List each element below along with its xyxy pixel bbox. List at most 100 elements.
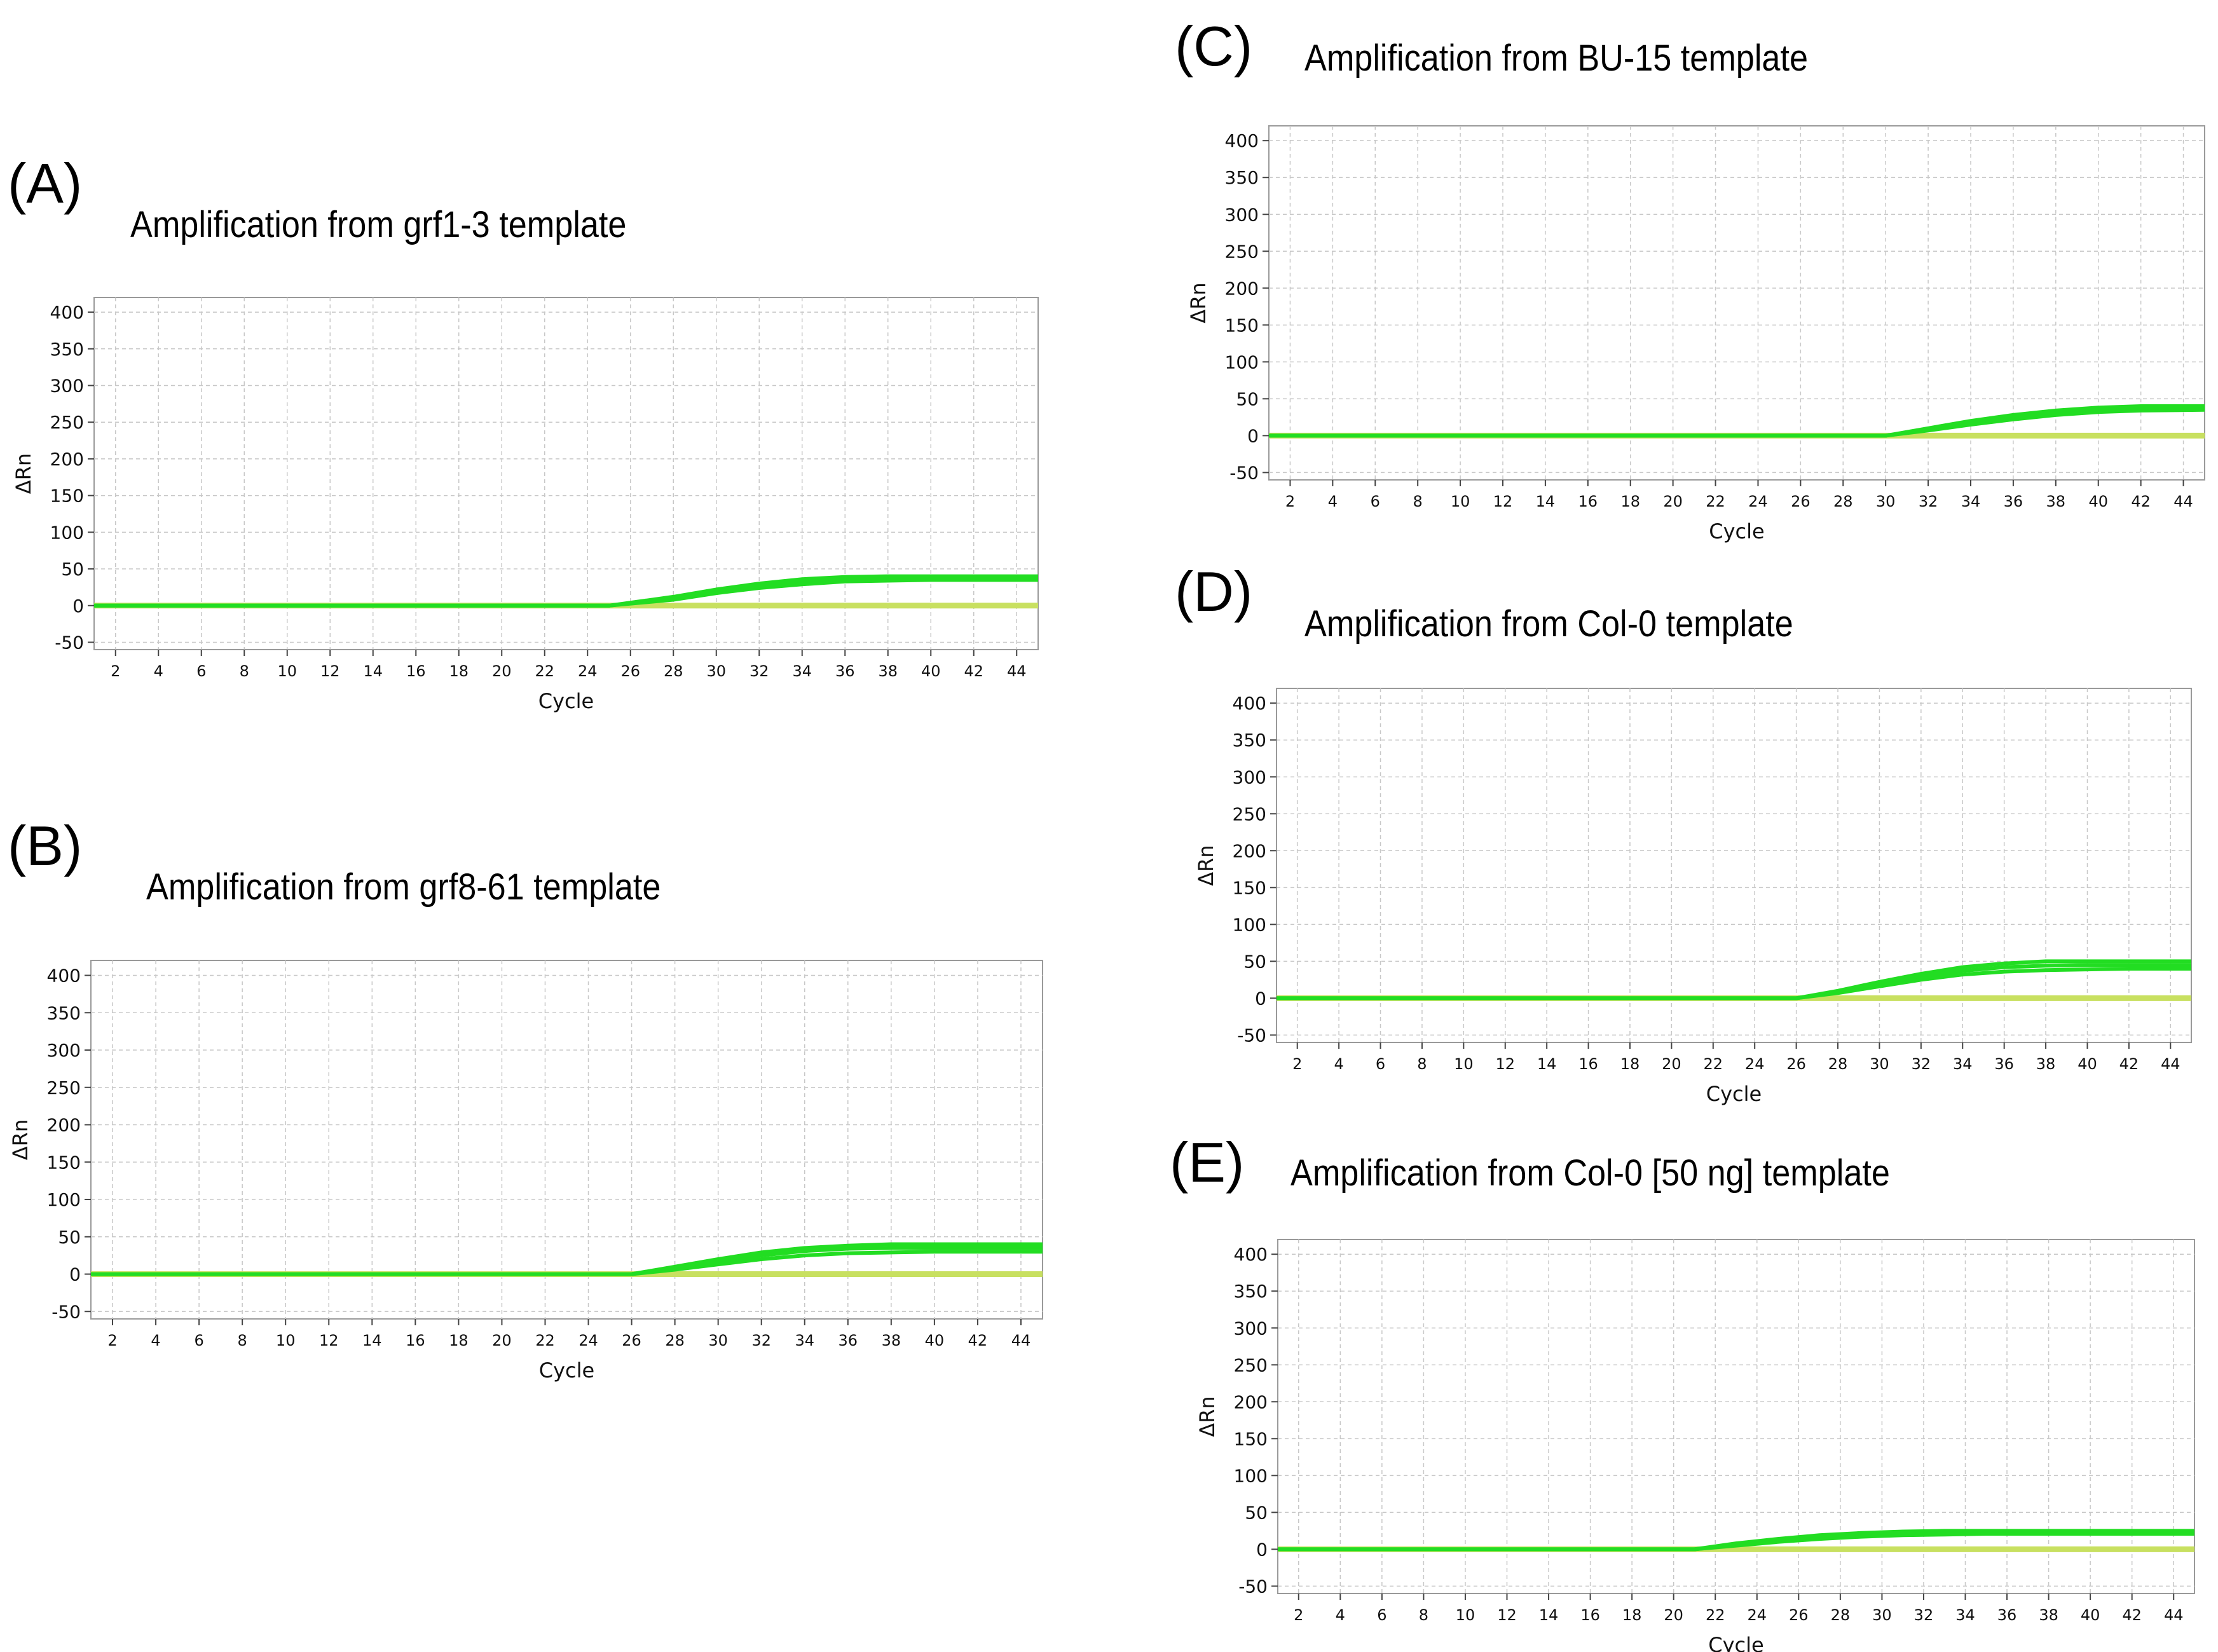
y-tick-label: 0: [1255, 988, 1266, 1009]
y-tick-label: 200: [1234, 1391, 1268, 1412]
x-tick-label: 36: [1994, 1055, 2014, 1073]
y-tick-label: 150: [1233, 877, 1266, 898]
y-tick-label: 200: [1225, 278, 1259, 299]
x-tick-label: 20: [492, 1332, 512, 1349]
x-tick-label: 14: [1539, 1606, 1559, 1624]
x-tick-label: 44: [1007, 662, 1027, 680]
y-tick-label: 0: [1247, 425, 1259, 446]
y-tick-label: 300: [1225, 204, 1259, 225]
y-tick-label: 350: [47, 1002, 81, 1023]
y-tick-label: -50: [1229, 462, 1259, 483]
x-tick-label: 44: [1011, 1332, 1031, 1349]
y-tick-label: 350: [1225, 167, 1259, 188]
x-tick-label: 14: [1537, 1055, 1557, 1073]
panel-a-letter: (A): [8, 152, 83, 215]
y-axis-label: ΔRn: [8, 1119, 32, 1160]
x-tick-label: 20: [1662, 1055, 1681, 1073]
y-tick-label: 100: [1233, 914, 1266, 935]
x-tick-label: 24: [578, 1332, 598, 1349]
x-tick-label: 10: [276, 1332, 296, 1349]
plot-area: [90, 960, 1043, 1320]
x-tick-label: 40: [925, 1332, 945, 1349]
chart-c: 2 4 6 8 10 12 14 16 18 20 22 24 26 28 30 32 34 36 38 40 42 44…: [1186, 125, 2205, 543]
x-tick-label: 28: [1828, 1055, 1848, 1073]
x-tick-label: 26: [1789, 1606, 1809, 1624]
x-tick-label: 32: [750, 662, 769, 680]
panel-e-title: Amplification from Col-0 [50 ng] templat…: [1290, 1152, 1890, 1194]
y-tick-label: -50: [1237, 1025, 1266, 1046]
x-tick-label: 4: [151, 1332, 160, 1349]
x-axis-label: Cycle: [1709, 519, 1764, 543]
y-tick-label: 200: [1233, 840, 1266, 861]
y-tick-label: 250: [1225, 241, 1259, 262]
x-tick-label: 40: [921, 662, 941, 680]
chart-d: 2 4 6 8 10 12 14 16 18 20 22 24 26 28 30 32 34 36 38 40 42 44…: [1194, 688, 2192, 1106]
x-tick-label: 14: [362, 1332, 382, 1349]
x-tick-label: 10: [1454, 1055, 1474, 1073]
x-tick-label: 16: [1578, 493, 1598, 510]
x-tick-label: 28: [664, 662, 683, 680]
x-tick-label: 4: [1328, 493, 1338, 510]
x-tick-label: 10: [1456, 1606, 1475, 1624]
y-tick-label: 250: [47, 1077, 81, 1098]
x-tick-label: 18: [1620, 1055, 1640, 1073]
x-tick-label: 22: [535, 662, 554, 680]
x-tick-label: 4: [154, 662, 163, 680]
x-tick-label: 12: [1493, 493, 1513, 510]
x-tick-label: 34: [1955, 1606, 1975, 1624]
x-tick-label: 22: [535, 1332, 555, 1349]
y-tick-label: -50: [1238, 1576, 1268, 1597]
x-tick-label: 12: [320, 662, 340, 680]
x-tick-label: 30: [1876, 493, 1896, 510]
y-tick-label: 50: [1236, 388, 1259, 409]
x-tick-label: 26: [1786, 1055, 1806, 1073]
y-axis-label: ΔRn: [1194, 845, 1218, 885]
x-axis-label: Cycle: [538, 689, 594, 713]
x-tick-label: 8: [240, 662, 249, 680]
x-tick-label: 18: [1622, 1606, 1642, 1624]
x-axis-label: Cycle: [539, 1358, 594, 1382]
x-tick-label: 32: [751, 1332, 771, 1349]
x-tick-label: 34: [1953, 1055, 1973, 1073]
x-tick-label: 14: [1536, 493, 1556, 510]
x-tick-label: 16: [1580, 1606, 1600, 1624]
x-tick-label: 42: [2119, 1055, 2139, 1073]
x-tick-label: 8: [1413, 493, 1423, 510]
panel-c-letter: (C): [1175, 15, 1253, 78]
y-tick-label: 400: [1234, 1244, 1268, 1265]
x-tick-label: 28: [1831, 1606, 1851, 1624]
amplification-curve: [91, 1250, 1043, 1276]
x-tick-label: 38: [2036, 1055, 2056, 1073]
x-tick-label: 32: [1914, 1606, 1934, 1624]
y-tick-label: 100: [1234, 1465, 1268, 1486]
x-tick-label: 28: [1833, 493, 1853, 510]
y-tick-label: 250: [50, 412, 84, 433]
x-tick-label: 44: [2161, 1055, 2180, 1073]
x-tick-label: 24: [1747, 1606, 1767, 1624]
x-tick-label: 38: [2039, 1606, 2058, 1624]
x-tick-label: 6: [194, 1332, 203, 1349]
x-tick-label: 34: [795, 1332, 814, 1349]
x-tick-label: 40: [2078, 1055, 2097, 1073]
y-tick-label: 350: [50, 339, 84, 360]
x-tick-label: 36: [1997, 1606, 2017, 1624]
y-tick-label: 200: [47, 1115, 81, 1136]
x-tick-label: 10: [1451, 493, 1470, 510]
x-tick-label: 20: [1663, 493, 1683, 510]
x-tick-label: 38: [2046, 493, 2066, 510]
y-tick-label: 50: [61, 559, 84, 580]
y-tick-label: 50: [1243, 951, 1266, 972]
x-tick-label: 40: [2081, 1606, 2100, 1624]
x-tick-label: 38: [878, 662, 898, 680]
x-tick-label: 20: [1664, 1606, 1683, 1624]
y-tick-label: 400: [1233, 693, 1266, 714]
x-tick-label: 18: [1620, 493, 1640, 510]
y-tick-label: 50: [58, 1227, 81, 1248]
x-tick-label: 32: [1919, 493, 1938, 510]
x-tick-label: 44: [2164, 1606, 2184, 1624]
x-tick-label: 6: [196, 662, 206, 680]
plot-area: [1276, 688, 2192, 1043]
x-tick-label: 26: [622, 1332, 641, 1349]
chart-b: 2 4 6 8 10 12 14 16 18 20 22 24 26 28 30 32 34 36 38 40 42 44…: [8, 960, 1043, 1382]
